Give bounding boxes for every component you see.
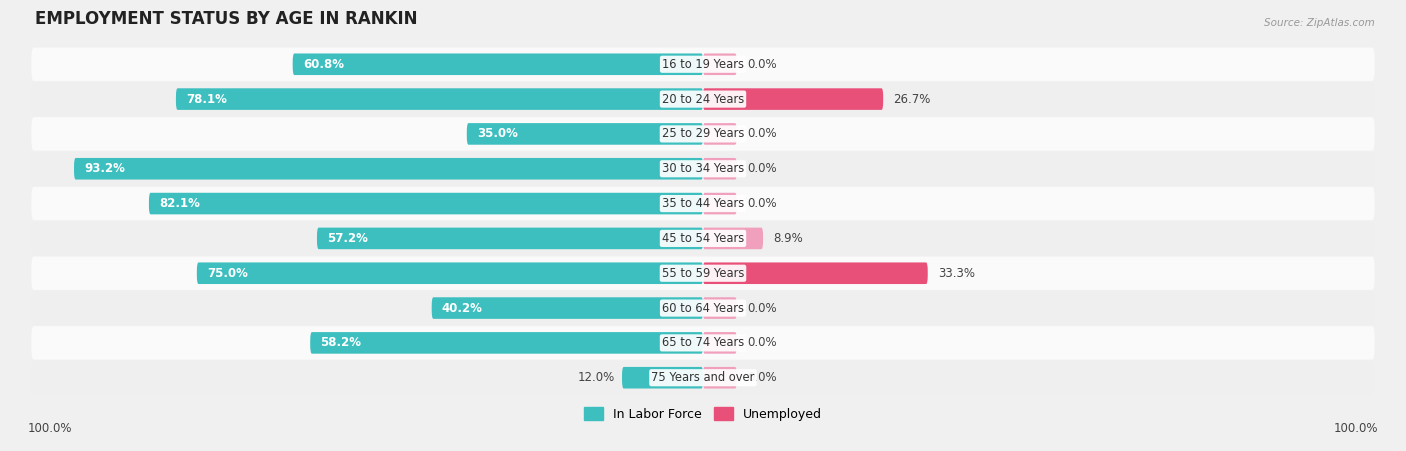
FancyBboxPatch shape: [703, 88, 883, 110]
FancyBboxPatch shape: [703, 123, 737, 145]
Text: 100.0%: 100.0%: [28, 422, 73, 434]
FancyBboxPatch shape: [311, 332, 703, 354]
FancyBboxPatch shape: [467, 123, 703, 145]
FancyBboxPatch shape: [292, 54, 703, 75]
FancyBboxPatch shape: [31, 83, 1375, 116]
Legend: In Labor Force, Unemployed: In Labor Force, Unemployed: [579, 402, 827, 426]
Text: 33.3%: 33.3%: [938, 267, 974, 280]
Text: 100.0%: 100.0%: [1333, 422, 1378, 434]
FancyBboxPatch shape: [197, 262, 703, 284]
Text: 0.0%: 0.0%: [747, 128, 776, 140]
FancyBboxPatch shape: [703, 193, 737, 214]
Text: 93.2%: 93.2%: [84, 162, 125, 175]
FancyBboxPatch shape: [31, 222, 1375, 255]
Text: 75.0%: 75.0%: [207, 267, 247, 280]
FancyBboxPatch shape: [75, 158, 703, 179]
FancyBboxPatch shape: [703, 367, 737, 388]
Text: 16 to 19 Years: 16 to 19 Years: [662, 58, 744, 71]
FancyBboxPatch shape: [703, 332, 737, 354]
FancyBboxPatch shape: [621, 367, 703, 388]
Text: 35 to 44 Years: 35 to 44 Years: [662, 197, 744, 210]
FancyBboxPatch shape: [703, 54, 737, 75]
Text: 40.2%: 40.2%: [441, 302, 482, 314]
Text: 57.2%: 57.2%: [328, 232, 368, 245]
Text: 0.0%: 0.0%: [747, 336, 776, 350]
Text: 0.0%: 0.0%: [747, 371, 776, 384]
FancyBboxPatch shape: [31, 291, 1375, 325]
FancyBboxPatch shape: [703, 297, 737, 319]
FancyBboxPatch shape: [31, 187, 1375, 220]
Text: 0.0%: 0.0%: [747, 197, 776, 210]
FancyBboxPatch shape: [176, 88, 703, 110]
Text: 45 to 54 Years: 45 to 54 Years: [662, 232, 744, 245]
Text: 0.0%: 0.0%: [747, 162, 776, 175]
FancyBboxPatch shape: [149, 193, 703, 214]
Text: 60 to 64 Years: 60 to 64 Years: [662, 302, 744, 314]
Text: 58.2%: 58.2%: [321, 336, 361, 350]
FancyBboxPatch shape: [703, 262, 928, 284]
Text: 20 to 24 Years: 20 to 24 Years: [662, 92, 744, 106]
FancyBboxPatch shape: [703, 158, 737, 179]
FancyBboxPatch shape: [31, 361, 1375, 395]
FancyBboxPatch shape: [31, 152, 1375, 185]
FancyBboxPatch shape: [31, 326, 1375, 359]
FancyBboxPatch shape: [316, 228, 703, 249]
Text: Source: ZipAtlas.com: Source: ZipAtlas.com: [1264, 18, 1375, 28]
Text: 26.7%: 26.7%: [893, 92, 931, 106]
FancyBboxPatch shape: [31, 117, 1375, 151]
Text: EMPLOYMENT STATUS BY AGE IN RANKIN: EMPLOYMENT STATUS BY AGE IN RANKIN: [35, 9, 418, 28]
Text: 60.8%: 60.8%: [302, 58, 344, 71]
Text: 65 to 74 Years: 65 to 74 Years: [662, 336, 744, 350]
Text: 12.0%: 12.0%: [578, 371, 616, 384]
Text: 75 Years and over: 75 Years and over: [651, 371, 755, 384]
Text: 55 to 59 Years: 55 to 59 Years: [662, 267, 744, 280]
Text: 82.1%: 82.1%: [159, 197, 200, 210]
FancyBboxPatch shape: [703, 228, 763, 249]
Text: 8.9%: 8.9%: [773, 232, 803, 245]
Text: 25 to 29 Years: 25 to 29 Years: [662, 128, 744, 140]
Text: 78.1%: 78.1%: [186, 92, 226, 106]
Text: 0.0%: 0.0%: [747, 58, 776, 71]
Text: 30 to 34 Years: 30 to 34 Years: [662, 162, 744, 175]
FancyBboxPatch shape: [432, 297, 703, 319]
FancyBboxPatch shape: [31, 47, 1375, 81]
Text: 0.0%: 0.0%: [747, 302, 776, 314]
FancyBboxPatch shape: [31, 257, 1375, 290]
Text: 35.0%: 35.0%: [477, 128, 517, 140]
